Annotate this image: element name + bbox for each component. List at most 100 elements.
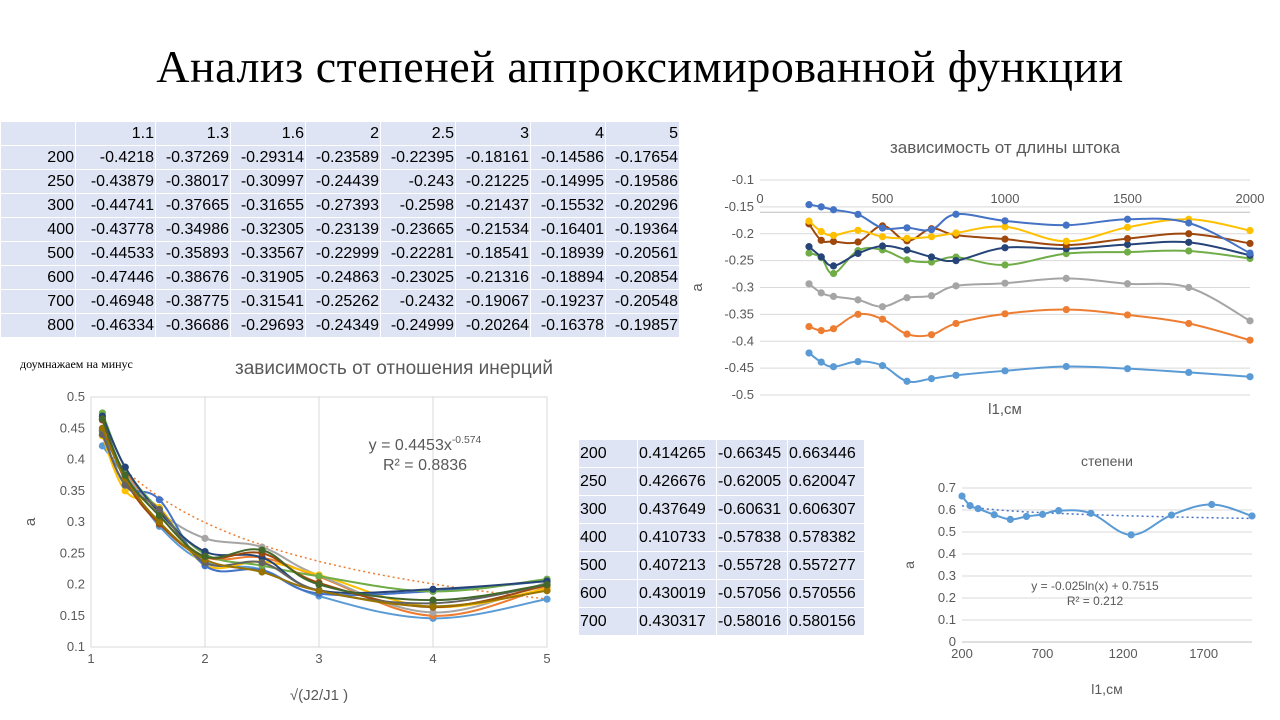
y-tick-label: -0.5 [732,387,754,402]
data-point [1062,305,1070,314]
ratio-table-cell: -0.44533 [76,242,155,265]
ratio-table-cell: -0.47446 [76,266,155,289]
y-tick-label: -0.35 [724,306,754,321]
ratio-table-cell: -0.22395 [381,146,455,169]
note-text: доумнажаем на минус [20,357,133,371]
data-point [817,289,825,297]
data-point [927,233,936,241]
x-tick-label: 2 [201,651,208,666]
x-tick-label: 700 [1032,646,1054,661]
data-point [1001,223,1009,231]
data-point [952,229,960,237]
trendline-equation: y = -0.025ln(x) + 0.7515 [1031,579,1159,593]
y-tick-label: -0.45 [724,360,754,375]
ratio-table-header-cell: 2 [306,122,380,145]
ratio-table-row: 250 -0.43879 -0.38017 -0.30997 -0.24439 -0.24… [1,170,679,193]
ratio-table-cell: 200 [1,146,75,169]
x-tick-label: 200 [951,646,973,661]
data-point [805,280,813,288]
ratio-table-cell: -0.14995 [531,170,605,193]
data-point [155,496,163,504]
x-tick-label: 500 [872,191,894,206]
ratio-table-cell: -0.32305 [231,218,305,241]
data-point [854,357,862,366]
slide-title: Анализ степеней аппроксимированной функц… [156,41,1124,92]
data-point [1208,500,1216,509]
y-tick-label: 0.3 [938,568,956,583]
ratio-table-cell: -0.20561 [606,242,679,265]
data-point [817,227,825,236]
data-point [429,596,437,604]
ratio-table-cell: -0.19237 [531,290,605,313]
data-point [1246,239,1254,248]
data-point [543,587,551,595]
data-point [829,262,838,270]
data-point [817,253,825,261]
data-point [155,512,163,520]
x-tick-label: 2000 [1236,191,1265,206]
ratio-table-cell: -0.29693 [231,314,305,337]
ratio-table-cell: -0.46948 [76,290,155,313]
data-point [817,236,825,244]
power-table-row: 700 0.430317 -0.58016 0.580156 [579,608,864,635]
ratio-table-cell: -0.23665 [381,218,455,241]
power-table-cell: 0.407213 [638,552,716,579]
data-point [429,602,437,610]
data-point [1123,280,1132,288]
data-point [927,331,936,339]
data-point [878,233,887,241]
ratio-table-cell: -0.38676 [156,266,230,289]
x-tick-label: 3 [315,651,322,666]
y-tick-label: -0.25 [724,253,754,268]
data-point [854,210,862,219]
y-tick-label: -0.2 [732,226,754,241]
data-point [429,585,437,593]
ratio-table-cell: 400 [1,218,75,241]
chart-rod-length: зависимость от длины штока -0.1 -0.15 -0.2 -… [689,138,1265,418]
data-point [878,315,887,323]
data-point [1185,247,1193,255]
data-point [878,242,887,250]
y-tick-label: -0.3 [732,280,754,295]
data-point [1127,531,1135,539]
y-tick-label: 0.4 [67,452,85,467]
data-point [829,269,838,278]
ratio-table-header-cell: 4 [531,122,605,145]
ratio-table-row: 500 -0.44533 -0.35893 -0.33567 -0.22999 -0.22… [1,242,679,265]
data-point [854,296,862,304]
data-point [829,237,838,246]
y-tick-label: -0.15 [724,199,754,214]
chart-title: степени [1081,453,1133,469]
ratio-table-cell: -0.243 [381,170,455,193]
data-point [1123,215,1132,223]
ratio-table-cell: 500 [1,242,75,265]
ratio-table-row: 600 -0.47446 -0.38676 -0.31905 -0.24863 -0.23… [1,266,679,289]
y-tick-label: 0.45 [60,420,85,435]
series-line-1 [808,352,1251,383]
data-point [903,294,911,302]
ratio-table-cell: -0.16401 [531,218,605,241]
data-point [829,363,838,371]
chart-title: зависимость от длины штока [890,138,1121,157]
power-table-row: 500 0.407213 -0.55728 0.557277 [579,552,864,579]
ratio-table-cell: -0.25262 [306,290,380,313]
ratio-table-cell: -0.31541 [231,290,305,313]
power-table-cell: 0.606307 [788,496,864,523]
y-tick-label: 0.2 [938,590,956,605]
x-tick-label: 5 [543,651,550,666]
data-point [121,463,129,471]
data-point [829,325,838,333]
data-point [1123,240,1132,249]
ratio-table-cell: -0.43778 [76,218,155,241]
y-tick-label: 0.7 [938,480,956,495]
data-point [429,608,437,617]
power-table-cell: 200 [579,440,637,467]
power-table-row: 200 0.414265 -0.66345 0.663446 [579,440,864,467]
data-point [258,568,266,576]
ratio-table-cell: -0.33567 [231,242,305,265]
x-tick-label: 1200 [1109,646,1138,661]
power-table-cell: -0.57838 [717,524,787,551]
ratio-table-cell: -0.14586 [531,146,605,169]
data-point [1062,237,1070,245]
ratio-table-cell: -0.20264 [456,314,530,337]
